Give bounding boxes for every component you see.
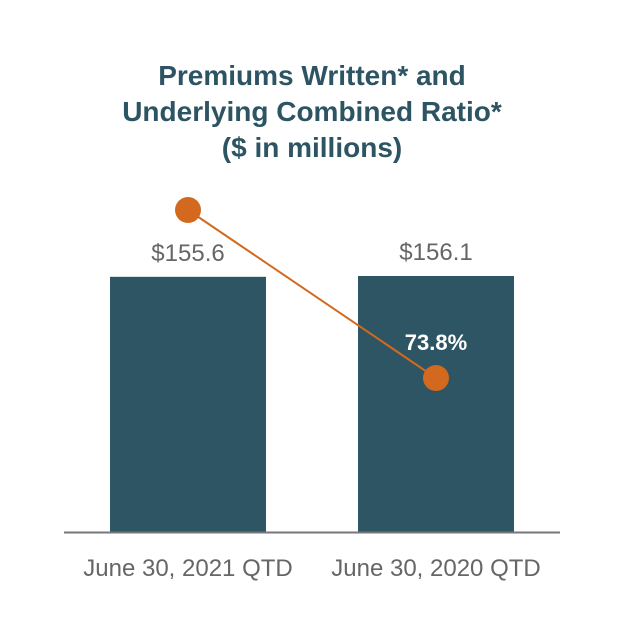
ratio-label-2: 73.8% (405, 330, 467, 355)
ratio-point-1 (175, 197, 201, 223)
x-tick-label-1: June 30, 2021 QTD (83, 555, 292, 582)
bar-label-1: $155.6 (151, 240, 224, 267)
ratio-label-1: 90.6% (157, 162, 219, 187)
chart-title-line-1: Premiums Written* and (158, 60, 466, 91)
bar-1 (110, 276, 266, 532)
x-tick-label-2: June 30, 2020 QTD (331, 555, 540, 582)
chart-title-line-3: ($ in millions) (221, 132, 403, 163)
ratio-point-2 (423, 365, 449, 391)
chart-title: Premiums Written* and Underlying Combine… (0, 58, 624, 166)
chart-title-line-2: Underlying Combined Ratio* (122, 96, 502, 127)
bar-2 (358, 276, 514, 532)
bar-label-2: $156.1 (399, 239, 472, 266)
ratio-line (187, 209, 437, 379)
